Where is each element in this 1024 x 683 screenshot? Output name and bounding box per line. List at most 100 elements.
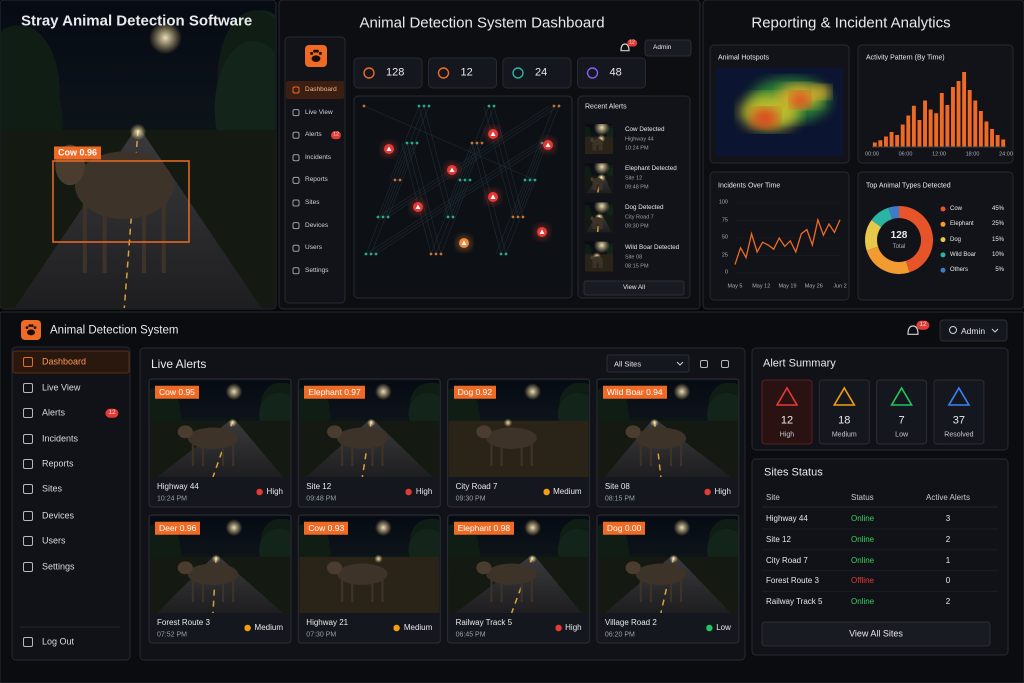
card-time: 07:30 PM <box>306 631 337 639</box>
map-link <box>365 179 396 255</box>
lane <box>123 129 139 308</box>
scene <box>585 163 613 194</box>
card-time: 09:30 PM <box>455 495 486 503</box>
car-light <box>129 123 147 141</box>
road <box>604 420 731 477</box>
nav-item[interactable]: Sites <box>305 198 320 206</box>
lane <box>212 556 217 613</box>
nav-item[interactable]: Incidents <box>42 433 79 444</box>
summary-icon <box>832 386 856 406</box>
donut-segment <box>865 220 882 251</box>
stat-icon <box>437 67 450 79</box>
site-name: Forest Route 3 <box>766 576 819 586</box>
activity-bar <box>934 113 939 147</box>
legend-value: 5% <box>995 267 1004 274</box>
severity: High <box>405 488 433 496</box>
legend-dot <box>940 267 946 273</box>
animal-body <box>187 427 239 449</box>
map-dot <box>393 178 397 182</box>
logout[interactable]: Log Out <box>42 636 75 647</box>
map-link <box>500 179 531 255</box>
site-name: City Road 7 <box>766 555 808 565</box>
nav-item[interactable]: Settings <box>42 561 75 572</box>
legend-dot <box>940 221 946 227</box>
nav-item[interactable]: Users <box>305 243 322 251</box>
nav-item[interactable]: Users <box>42 535 66 546</box>
map-dot <box>381 215 385 219</box>
logo-toe <box>310 51 314 55</box>
map-link <box>488 105 519 218</box>
severity: Medium <box>543 488 582 496</box>
donut-segment <box>898 206 933 273</box>
card-time: 09:48 PM <box>306 495 337 503</box>
severity: Low <box>706 624 731 632</box>
detection-label: Elephant 0.97 <box>304 385 365 399</box>
site-name: Railway Track 5 <box>766 597 823 607</box>
map-dot <box>398 178 402 182</box>
map-dot <box>492 104 496 108</box>
site-status: Online <box>851 597 875 607</box>
alert-marker-icon <box>539 229 545 234</box>
map-dot <box>468 178 472 182</box>
activity-bar <box>878 140 883 147</box>
y-tick-label: 50 <box>721 234 728 241</box>
alert-title: Elephant Detected <box>625 165 677 173</box>
nav-item[interactable]: Dashboard <box>305 85 337 93</box>
street-light <box>225 519 243 537</box>
animal-body <box>592 217 603 224</box>
nav-item[interactable]: Live View <box>305 108 333 116</box>
street-light <box>225 383 243 401</box>
animal-head <box>327 561 343 575</box>
y-tick-label: 25 <box>721 251 728 258</box>
road <box>157 420 283 477</box>
nav-item[interactable]: Dashboard <box>42 356 87 367</box>
view-all-sites <box>761 621 991 647</box>
nav-item[interactable]: Alerts <box>305 130 322 138</box>
heat-spot <box>790 92 810 108</box>
map-dot <box>504 252 508 256</box>
lane <box>361 420 373 477</box>
button[interactable]: View All <box>623 283 645 291</box>
severity: Medium <box>393 624 433 632</box>
nav-item[interactable]: Live View <box>42 382 81 393</box>
animal-head <box>625 561 641 575</box>
nav-icon <box>23 637 33 647</box>
logo-paw <box>27 329 35 336</box>
stat-icon <box>363 67 375 79</box>
button[interactable]: View All Sites <box>849 628 903 639</box>
alert-time: 09:48 PM <box>625 184 649 191</box>
section-title: Live Alerts <box>151 357 207 371</box>
nav-item[interactable]: Reports <box>42 458 74 469</box>
x-tick-label: May 12 <box>752 283 771 290</box>
map-dot <box>480 141 484 145</box>
map-dot <box>516 215 520 219</box>
notif-badge: 12 <box>916 320 930 330</box>
logo-toe <box>318 51 322 55</box>
nav-item[interactable]: Settings <box>305 266 329 274</box>
nav-item[interactable]: Devices <box>305 221 329 229</box>
badge: 12 <box>105 408 119 418</box>
nav-item[interactable]: Devices <box>42 510 75 521</box>
x-tick-label: May 5 <box>727 283 743 290</box>
card-site: Railway Track 5 <box>455 618 513 627</box>
summary-card <box>876 379 928 445</box>
animal-body <box>592 177 603 185</box>
nav-item[interactable]: Incidents <box>305 153 332 161</box>
severity: High <box>555 624 582 632</box>
bounding-box <box>52 160 190 243</box>
user-name[interactable]: Admin <box>961 325 986 336</box>
nav-icon <box>292 131 300 139</box>
animal-head <box>327 425 343 439</box>
nav-item[interactable]: Alerts <box>42 407 66 418</box>
nav-item[interactable]: Sites <box>42 483 63 494</box>
scene <box>1 1 275 308</box>
summary-label: Resolved <box>944 431 974 439</box>
map-dot <box>552 104 556 108</box>
nav-item[interactable]: Reports <box>305 176 328 184</box>
donut-segment <box>888 206 900 220</box>
nav-icon <box>23 484 33 494</box>
map-dot <box>427 104 431 108</box>
nav-icon <box>292 199 300 207</box>
filter[interactable]: All Sites <box>614 359 642 369</box>
user-name[interactable]: Admin <box>653 43 672 51</box>
